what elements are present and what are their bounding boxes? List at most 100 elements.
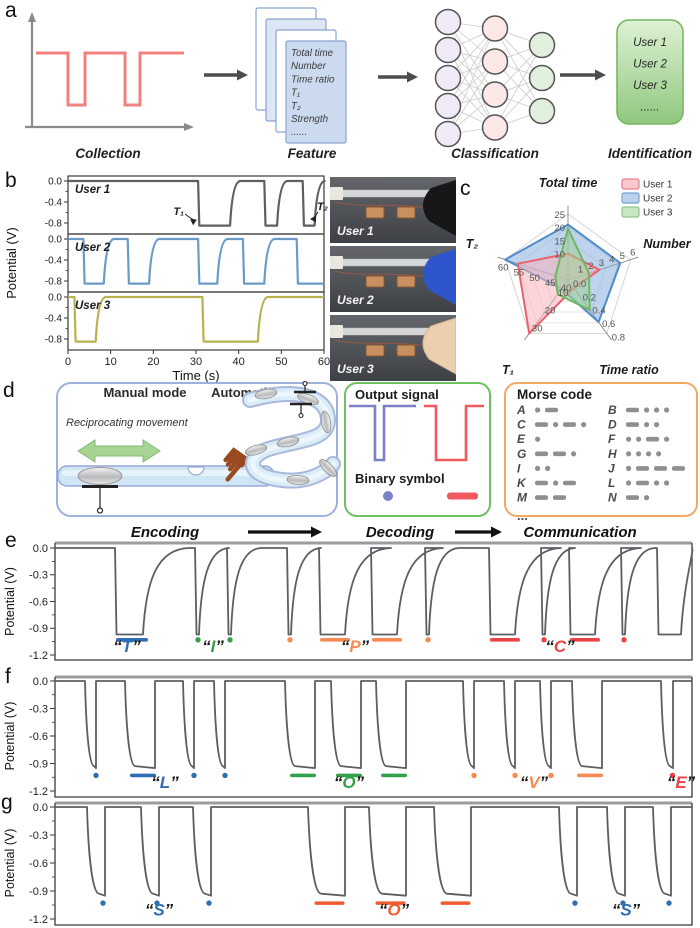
- dash-marker-icon: [320, 638, 350, 642]
- dash-marker-icon: [116, 638, 148, 642]
- svg-text:0.2: 0.2: [583, 292, 596, 303]
- legend-swatch: [621, 178, 640, 190]
- morse-letter: B: [608, 403, 617, 417]
- svg-text:-0.3: -0.3: [29, 570, 48, 582]
- collected-signal: [36, 51, 184, 107]
- dash-marker-icon: [314, 901, 345, 905]
- morse-dash-icon: [563, 422, 576, 427]
- morse-dot-icon: [656, 451, 662, 457]
- morse-dash-icon: [563, 480, 576, 486]
- morse-dot-icon: [644, 495, 650, 501]
- tube-end-cap: [330, 325, 343, 338]
- nn-node: [528, 64, 556, 92]
- morse-dot-icon: [626, 480, 632, 486]
- morse-code-box: [504, 382, 698, 517]
- morse-dash-icon: [636, 480, 649, 486]
- dot-marker-icon: [191, 772, 197, 779]
- copper-electrode: [396, 275, 416, 288]
- svg-text:-0.4: -0.4: [45, 198, 63, 209]
- dot-marker-icon: [669, 772, 676, 779]
- frame: [54, 543, 693, 661]
- dot-marker-icon: [425, 637, 431, 643]
- svg-text:50: 50: [275, 356, 287, 368]
- svg-text:-0.9: -0.9: [29, 758, 48, 770]
- svg-text:0.0: 0.0: [48, 293, 62, 304]
- copper-electrode: [396, 206, 416, 219]
- dot-marker-icon: [620, 900, 626, 906]
- stage-caption: Classification: [451, 146, 539, 161]
- pulse-trace: [55, 680, 692, 769]
- morse-dot-icon: [664, 436, 670, 442]
- dot-marker-icon: [471, 772, 477, 779]
- photo-label: User 3: [337, 362, 374, 376]
- panel-label-g: g: [1, 791, 13, 814]
- liquid-metal-slug: [254, 388, 278, 400]
- panel-label-f: f: [5, 665, 11, 688]
- morse-letter-label: “O”: [334, 773, 365, 792]
- axis-arrow-icon: [184, 123, 194, 131]
- morse-dot-icon: [535, 465, 541, 471]
- morse-dot-icon: [644, 422, 650, 428]
- dash-marker-icon: [440, 901, 471, 905]
- binary-symbol-title: Binary symbol: [355, 471, 445, 486]
- svg-text:30: 30: [532, 323, 543, 334]
- svg-text:6: 6: [630, 248, 635, 259]
- panel-label-a: a: [5, 0, 17, 22]
- hand: [422, 317, 456, 375]
- svg-text:3: 3: [599, 258, 604, 269]
- morse-letter-label: “S”: [612, 901, 641, 920]
- pulse-trace: [55, 806, 692, 897]
- dot-marker-icon: [572, 900, 578, 906]
- manual-mode-title: Manual mode: [103, 385, 186, 400]
- panel-b-user-traces: 0.0 -0.4 -0.8 User 1 0.0 -0.4 -0.8 User 2 0.0 -0.…: [4, 175, 330, 383]
- panel-label-e: e: [5, 529, 17, 552]
- double-arrow-icon: [77, 439, 161, 463]
- trace-user-3: [68, 295, 324, 343]
- binary-dash-icon: [447, 492, 478, 500]
- stage-caption: Feature: [288, 146, 337, 161]
- radar-grid-ring: [504, 213, 632, 334]
- morse-dot-icon: [636, 436, 642, 442]
- terminal-icon: [298, 412, 304, 419]
- morse-dash-icon: [535, 495, 548, 500]
- dash-marker-icon: [130, 773, 156, 778]
- nn-node: [481, 114, 509, 141]
- morse-dot-icon: [626, 465, 632, 471]
- nn-node: [528, 97, 556, 125]
- svg-text:60: 60: [498, 263, 509, 274]
- legend-label: User 1: [643, 180, 673, 191]
- svg-text:4: 4: [609, 254, 614, 265]
- morse-dot-icon: [535, 436, 541, 442]
- dot-marker-icon: [512, 772, 518, 779]
- svg-text:10: 10: [554, 250, 565, 261]
- svg-text:......: ......: [640, 102, 659, 114]
- morse-letter: H: [608, 447, 617, 461]
- svg-text:Strength: Strength: [291, 114, 328, 125]
- axis-arrow-icon: [28, 12, 36, 22]
- svg-text:User 1: User 1: [633, 37, 667, 49]
- photo-user-3: User 3: [330, 315, 456, 381]
- morse-dot-icon: [636, 451, 642, 457]
- morse-letter: G: [517, 447, 526, 461]
- liquid-metal-slug: [244, 444, 268, 456]
- dot-marker-icon: [666, 900, 672, 906]
- dot-marker-icon: [154, 900, 160, 906]
- dot-marker-icon: [548, 772, 554, 779]
- morse-dot-icon: [644, 407, 650, 413]
- radar-series-user-3: [554, 227, 591, 311]
- morse-dash-icon: [626, 495, 639, 500]
- output-signal-box: [344, 382, 491, 517]
- copper-electrode: [396, 344, 416, 357]
- hand: [422, 180, 456, 236]
- binary-dot-icon: [383, 491, 393, 501]
- morse-letter: D: [608, 418, 617, 432]
- morse-letter: M: [517, 491, 528, 505]
- svg-text:0.0: 0.0: [573, 279, 586, 290]
- panel-a-pipeline: Total time Number Time ratio T₁ T₂ Strength..…: [25, 7, 692, 161]
- electrode: [82, 485, 118, 488]
- dot-marker-icon: [227, 637, 233, 643]
- svg-text:-0.8: -0.8: [45, 219, 63, 230]
